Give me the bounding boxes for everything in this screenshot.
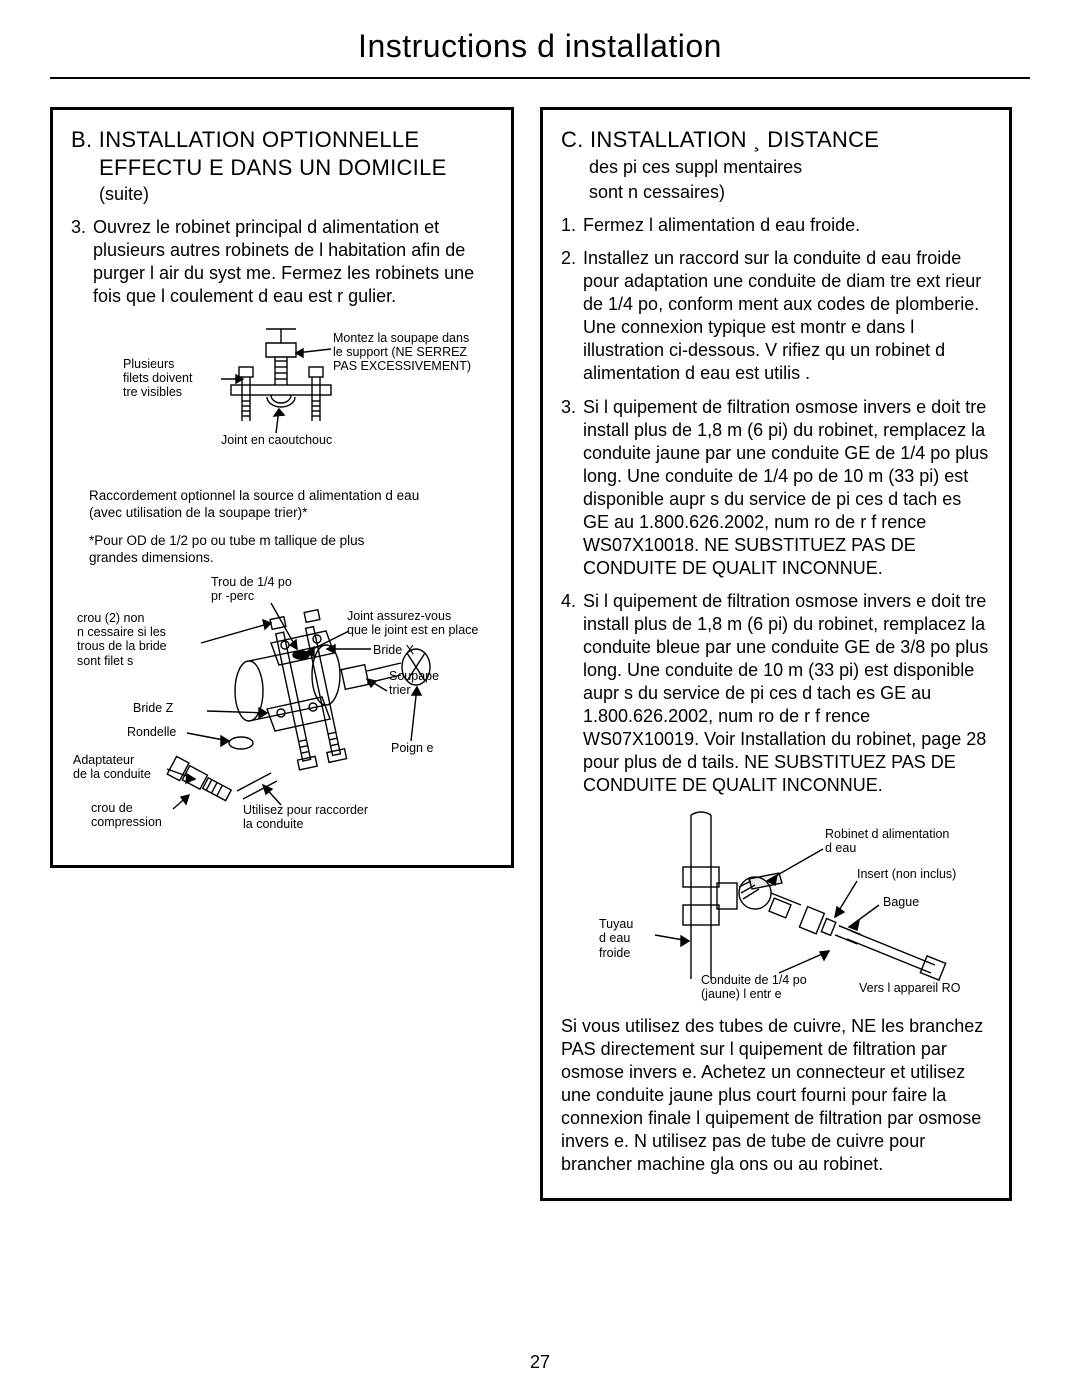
label-bague: Bague [883, 895, 919, 909]
label-insert: Insert (non inclus) [857, 867, 956, 881]
section-b-list: 3. Ouvrez le robinet principal d aliment… [71, 216, 493, 308]
label-joint: Joint assurez-vous que le joint est en p… [347, 609, 478, 638]
label-bride-z: Bride Z [133, 701, 173, 715]
item-number: 3. [561, 396, 583, 580]
label-threads: Plusieurs filets doivent tre visibles [123, 357, 192, 400]
panel-left: B. INSTALLATION OPTIONNELLE EFFECTU E DA… [50, 107, 514, 868]
label-poignee: Poign e [391, 741, 433, 755]
diagram-saddle-clamp: Trou de 1/4 po pr -perc crou (2) non n c… [71, 573, 493, 843]
section-b-subheading: (suite) [71, 183, 493, 206]
panel-right: C. INSTALLATION ¸ DISTANCE des pi ces su… [540, 107, 1012, 1201]
list-item: 3. Si l quipement de filtration osmose i… [561, 396, 991, 580]
dia1-footnote: *Pour OD de 1/2 po ou tube m tallique de… [71, 532, 493, 567]
section-c-sub1: des pi ces suppl mentaires [561, 156, 991, 179]
label-bride-x: Bride X [373, 643, 414, 657]
label-utilisez: Utilisez pour raccorder la conduite [243, 803, 368, 832]
diagram-valve-mount: Plusieurs filets doivent tre visibles Mo… [71, 321, 493, 481]
item-text: Si l quipement de filtration osmose inve… [583, 590, 991, 797]
diagram-supply-tee: Robinet d alimentation d eau Insert (non… [561, 809, 991, 1009]
section-c-sub2: sont n cessaires) [561, 181, 991, 204]
item-number: 4. [561, 590, 583, 797]
item-text: Ouvrez le robinet principal d alimentati… [93, 216, 493, 308]
list-item: 3. Ouvrez le robinet principal d aliment… [71, 216, 493, 308]
label-crou-compression: crou de compression [91, 801, 162, 830]
list-item: 2. Installez un raccord sur la conduite … [561, 247, 991, 385]
section-c-heading: C. INSTALLATION ¸ DISTANCE [561, 126, 991, 154]
dia1-caption: Raccordement optionnel la source d alime… [71, 487, 493, 522]
section-b-heading-line1: B. INSTALLATION OPTIONNELLE [71, 126, 493, 154]
label-tuyau: Tuyau d eau froide [599, 917, 633, 960]
columns: B. INSTALLATION OPTIONNELLE EFFECTU E DA… [50, 107, 1030, 1201]
label-mount: Montez la soupape dans le support (NE SE… [333, 331, 471, 374]
label-rondelle: Rondelle [127, 725, 176, 739]
item-text: Installez un raccord sur la conduite d e… [583, 247, 991, 385]
item-number: 3. [71, 216, 93, 308]
label-vers-ro: Vers l appareil RO [859, 981, 960, 995]
label-conduite: Conduite de 1/4 po (jaune) l entr e [701, 973, 807, 1002]
list-item: 4. Si l quipement de filtration osmose i… [561, 590, 991, 797]
item-text: Fermez l alimentation d eau froide. [583, 214, 991, 237]
item-number: 2. [561, 247, 583, 385]
section-b-heading-line2: EFFECTU E DANS UN DOMICILE [71, 154, 493, 182]
label-adaptateur: Adaptateur de la conduite [73, 753, 151, 782]
list-item: 1. Fermez l alimentation d eau froide. [561, 214, 991, 237]
label-nut2: crou (2) non n cessaire si les trous de … [77, 611, 167, 669]
item-number: 1. [561, 214, 583, 237]
page-number: 27 [0, 1352, 1080, 1373]
label-soupape: Soupape trier [389, 669, 439, 698]
label-hole: Trou de 1/4 po pr -perc [211, 575, 292, 604]
item-text: Si l quipement de filtration osmose inve… [583, 396, 991, 580]
section-c-list: 1. Fermez l alimentation d eau froide. 2… [561, 214, 991, 797]
page-title: Instructions d installation [50, 28, 1030, 79]
label-robinet: Robinet d alimentation d eau [825, 827, 949, 856]
label-gasket: Joint en caoutchouc [221, 433, 332, 447]
closing-paragraph: Si vous utilisez des tubes de cuivre, NE… [561, 1015, 991, 1176]
